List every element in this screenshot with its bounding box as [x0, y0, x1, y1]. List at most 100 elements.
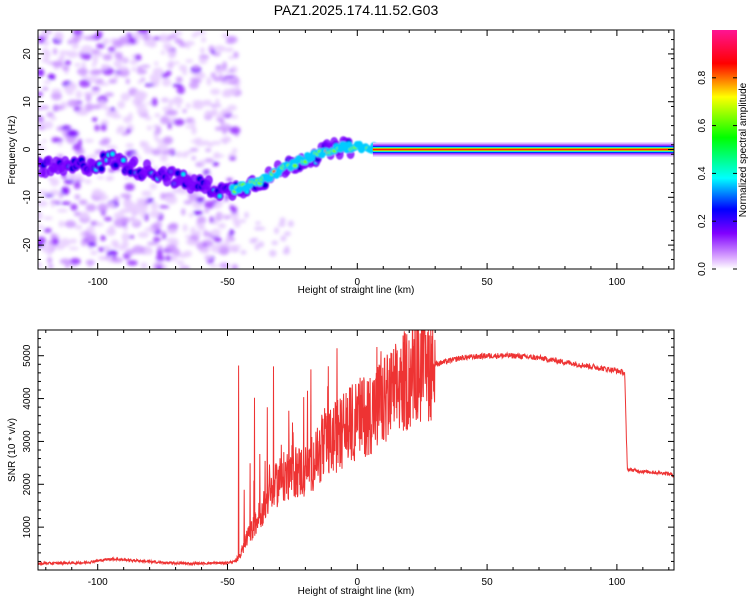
spectrogram-x-tick-label: 100 [609, 277, 626, 288]
spectrogram-noise-speck [102, 37, 110, 45]
spectrogram-noise-speck [41, 243, 53, 253]
spectrogram-noise-speck [144, 227, 155, 232]
spectrogram-noise-speck [96, 175, 105, 180]
spectrogram-noise-speck [213, 45, 226, 53]
snr-background [38, 330, 674, 570]
spectrogram-noise-speck [199, 221, 205, 230]
spectrogram-noise-speck [231, 264, 239, 269]
spectrogram-noise-speck [46, 111, 54, 118]
spectrogram-noise-speck [282, 248, 290, 255]
spectrogram-noise-speck [81, 75, 89, 79]
snr-y-tick-label: 4000 [22, 387, 33, 410]
spectrogram-noise-speck [72, 35, 82, 42]
snr-panel: -100 -50 0 50 100 1000 2000 3000 4000 5000 Heigh… [7, 329, 675, 597]
spectrogram-noise-speck [136, 106, 148, 116]
spectrogram-noise-speck [160, 115, 170, 125]
spectrogram-noise-speck [183, 200, 193, 205]
spectrogram-noise-speck [125, 248, 135, 256]
spectrogram-noise-speck [38, 211, 43, 221]
spectrogram-noise-speck [136, 103, 147, 107]
spectrogram-noise-speck [232, 148, 238, 154]
spectrogram-noise-speck [134, 54, 142, 61]
spectrogram-noise-speck [194, 137, 203, 142]
spectrogram-noise-speck [124, 183, 135, 191]
spectrogram-noise-speck [60, 186, 70, 196]
spectrogram-ridge-halo [130, 156, 139, 167]
spectrogram-noise-speck [143, 146, 155, 155]
spectrogram-x-tick-label: -100 [88, 277, 108, 288]
spectrogram-ridge-peak [110, 151, 115, 156]
spectrogram-noise-speck [184, 234, 191, 239]
spectrogram-noise-speck [183, 250, 193, 258]
spectrogram-noise-speck [92, 55, 98, 65]
spectrogram-noise-speck [38, 190, 49, 195]
spectrogram-noise-speck [167, 122, 172, 130]
spectrogram-noise-speck [193, 210, 203, 216]
snr-y-tick-label: 5000 [22, 344, 33, 367]
spectrogram-noise-speck [107, 202, 116, 208]
spectrogram-noise-speck [117, 100, 126, 109]
spectrogram-noise-speck [185, 102, 191, 109]
spectrogram-noise-speck [51, 237, 60, 246]
spectrogram-noise-speck [152, 67, 164, 75]
spectrogram-noise-speck [277, 222, 286, 227]
spectrogram-noise-speck [227, 104, 237, 111]
spectrogram-noise-speck [78, 178, 86, 182]
spectrogram-noise-speck [153, 132, 159, 141]
spectrogram-noise-speck [67, 39, 73, 45]
spectrogram-noise-speck [171, 83, 183, 88]
spectrogram-noise-speck [162, 136, 174, 145]
spectrogram-noise-speck [196, 72, 206, 80]
spectrogram-noise-speck [91, 63, 97, 68]
spectrogram-noise-speck [38, 68, 45, 77]
spectrogram-noise-speck [226, 177, 233, 182]
spectrogram-noise-speck [203, 200, 216, 209]
spectrogram-noise-speck [97, 203, 108, 213]
spectrogram-noise-speck [251, 237, 259, 242]
spectrogram-noise-speck [114, 51, 120, 60]
spectrogram-noise-speck [91, 117, 98, 122]
spectrogram-noise-speck [206, 76, 212, 86]
spectrogram-noise-speck [120, 216, 131, 224]
spectrogram-noise-speck [91, 104, 102, 110]
spectrogram-noise-speck [47, 73, 56, 81]
spectrogram-noise-speck [121, 240, 129, 249]
spectrogram-noise-speck [108, 78, 118, 84]
spectrogram-noise-speck [167, 34, 177, 39]
spectrogram-noise-speck [160, 192, 166, 200]
spectrogram-noise-speck [156, 249, 163, 257]
spectrogram-noise-speck [111, 114, 122, 119]
spectrogram-noise-speck [42, 139, 47, 144]
spectrogram-noise-speck [62, 65, 70, 71]
spectrogram-noise-speck [136, 198, 149, 202]
spectrogram-noise-speck [44, 193, 54, 198]
spectrogram-noise-speck [188, 193, 199, 202]
spectrogram-noise-speck [137, 30, 150, 34]
spectrogram-noise-speck [97, 82, 110, 86]
spectrogram-noise-speck [191, 103, 200, 109]
spectrogram-noise-speck [74, 62, 81, 67]
spectrogram-noise-speck [81, 61, 86, 70]
snr-y-label: SNR (10 * v/v) [7, 418, 18, 482]
spectrogram-noise-speck [191, 156, 196, 161]
spectrogram-noise-speck [43, 40, 51, 45]
spectrogram-noise-speck [81, 45, 93, 54]
spectrogram-noise-speck [51, 88, 62, 94]
spectrogram-ridge-halo [44, 155, 53, 166]
spectrogram-noise-speck [85, 93, 92, 103]
spectrogram-noise-speck [181, 266, 188, 269]
spectrogram-noise-speck [108, 225, 115, 234]
spectrogram-noise-speck [90, 250, 98, 256]
spectrogram-noise-speck [218, 223, 227, 229]
spectrogram-noise-speck [162, 78, 172, 87]
spectrogram-noise-speck [181, 208, 186, 216]
spectrogram-noise-speck [94, 124, 100, 132]
spectrogram-noise-speck [223, 75, 235, 79]
spectrogram-noise-speck [210, 141, 222, 145]
spectrogram-noise-speck [139, 140, 146, 146]
spectrogram-noise-speck [137, 231, 150, 238]
spectrogram-noise-speck [169, 222, 179, 229]
spectrogram-x-tick-label: -50 [220, 277, 235, 288]
spectrogram-noise-speck [196, 196, 205, 204]
